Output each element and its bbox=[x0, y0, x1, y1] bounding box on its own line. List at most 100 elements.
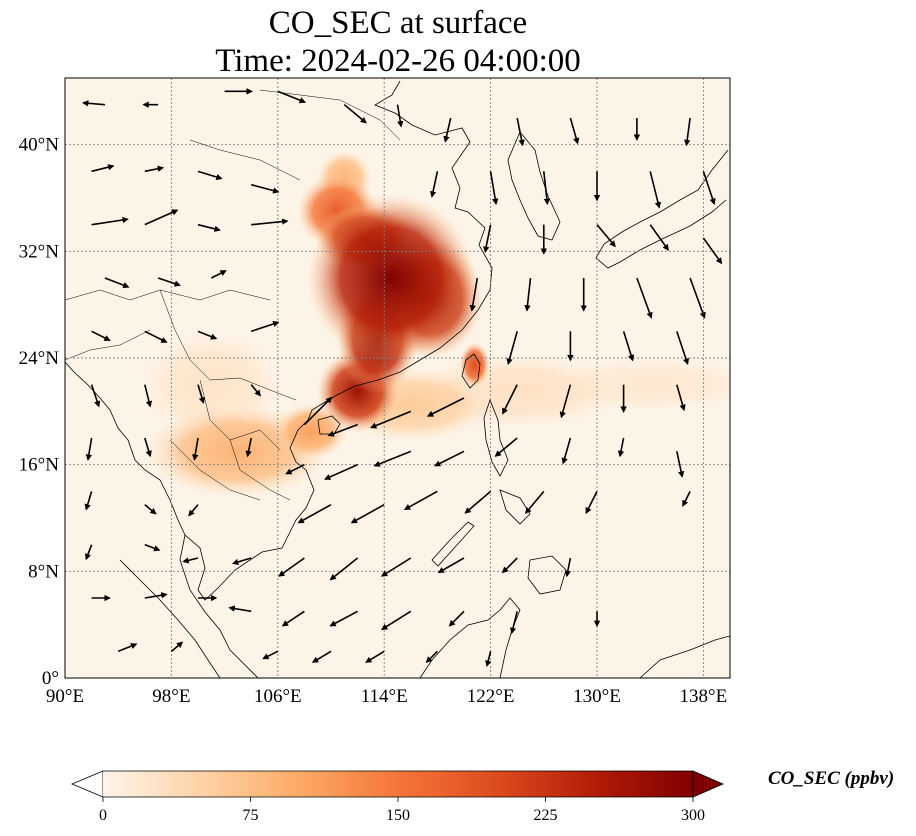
wind-arrow bbox=[429, 171, 439, 198]
wind-arrow bbox=[425, 650, 438, 664]
wind-arrow bbox=[144, 592, 168, 599]
wind-arrow bbox=[231, 557, 252, 565]
wind-arrow bbox=[90, 384, 101, 408]
colorbar-over-triangle bbox=[692, 770, 725, 798]
wind-arrow bbox=[403, 490, 438, 511]
wind-arrow bbox=[250, 183, 280, 194]
lon-tick-label: 130°E bbox=[573, 686, 621, 707]
lat-tick-label: 0° bbox=[42, 668, 59, 689]
wind-arrow bbox=[297, 503, 332, 524]
wind-arrow bbox=[689, 277, 706, 319]
wind-arrow bbox=[617, 437, 625, 458]
wind-vectors bbox=[82, 88, 723, 667]
lon-tick-label: 106°E bbox=[254, 686, 302, 707]
wind-arrow bbox=[676, 451, 685, 478]
graticule bbox=[64, 78, 730, 679]
wind-arrow bbox=[506, 331, 518, 365]
coastline-borneo bbox=[419, 597, 521, 678]
wind-arrow bbox=[157, 277, 181, 287]
wind-arrow bbox=[327, 423, 358, 437]
wind-arrow bbox=[569, 117, 580, 145]
coastline-japan bbox=[595, 149, 729, 269]
wind-arrow bbox=[543, 171, 551, 206]
plume-blob bbox=[459, 342, 490, 388]
wind-arrow bbox=[561, 437, 572, 465]
colorbar-gradient bbox=[103, 771, 693, 797]
wind-arrow bbox=[144, 437, 152, 458]
wind-arrow bbox=[170, 641, 184, 652]
coastline-mindanao bbox=[527, 555, 567, 595]
lon-tick-label: 114°E bbox=[361, 686, 408, 707]
colorbar-tick-label: 0 bbox=[99, 807, 107, 824]
lon-tick-label: 98°E bbox=[152, 686, 190, 707]
wind-arrow bbox=[182, 557, 199, 564]
colorbar-tick-labels: 0 75 150 225 300 bbox=[99, 797, 705, 824]
wind-arrow bbox=[380, 557, 412, 577]
wind-arrow bbox=[278, 557, 305, 577]
wind-arrow bbox=[485, 651, 492, 667]
wind-arrow bbox=[85, 544, 93, 561]
coastline-visayas bbox=[499, 489, 531, 525]
wind-arrow bbox=[210, 270, 227, 279]
wind-arrow bbox=[585, 490, 598, 515]
wind-arrow bbox=[192, 437, 199, 461]
wind-arrow bbox=[373, 450, 412, 467]
wind-arrow bbox=[311, 650, 332, 663]
wind-arrow bbox=[596, 224, 616, 248]
wind-arrow bbox=[245, 437, 252, 458]
lat-tick-label: 8°N bbox=[28, 561, 59, 582]
wind-arrow bbox=[448, 610, 465, 627]
wind-arrow bbox=[262, 650, 279, 660]
wind-arrow bbox=[144, 330, 168, 343]
wind-arrow bbox=[437, 557, 465, 574]
wind-arrow bbox=[524, 490, 545, 514]
wind-arrow bbox=[228, 605, 252, 613]
lat-tick-label: 40°N bbox=[19, 135, 60, 156]
coastline-mainland bbox=[65, 80, 493, 601]
wind-arrow bbox=[483, 224, 492, 253]
wind-arrow bbox=[426, 397, 465, 417]
coastline-palawan bbox=[431, 521, 475, 567]
coastline-korea bbox=[507, 131, 561, 241]
map-subtitle-time: Time: 2024-02-26 04:00:00 bbox=[215, 43, 581, 79]
wind-arrow bbox=[250, 384, 262, 397]
wind-arrow bbox=[329, 557, 359, 581]
plume-blob bbox=[307, 194, 475, 362]
wind-arrow bbox=[636, 277, 653, 319]
wind-arrow bbox=[84, 491, 93, 511]
lat-tick-label: 16°N bbox=[19, 455, 60, 476]
colorbar-under-triangle bbox=[70, 770, 104, 798]
wind-arrow bbox=[82, 100, 105, 107]
colorbar-label: CO_SEC (ppbv) bbox=[768, 768, 895, 789]
wind-arrow bbox=[197, 170, 223, 181]
coastlines bbox=[65, 80, 730, 678]
wind-arrow bbox=[251, 218, 289, 226]
wind-arrow bbox=[144, 165, 165, 173]
wind-arrow bbox=[303, 396, 333, 426]
wind-arrow bbox=[516, 117, 525, 147]
wind-arrow bbox=[197, 223, 221, 232]
wind-arrow bbox=[91, 164, 115, 173]
coastline-taiwan bbox=[461, 353, 481, 389]
wind-arrow bbox=[509, 611, 518, 635]
wind-arrow bbox=[502, 384, 518, 415]
wind-arrow bbox=[524, 277, 532, 312]
wind-arrow bbox=[649, 171, 662, 209]
wind-arrow bbox=[350, 503, 385, 524]
lon-tick-label: 122°E bbox=[467, 686, 515, 707]
wind-arrow bbox=[676, 384, 686, 412]
wind-arrow bbox=[469, 277, 479, 312]
wind-arrow bbox=[144, 209, 179, 226]
wind-arrow bbox=[684, 117, 691, 147]
wind-arrow bbox=[324, 463, 358, 480]
wind-arrow bbox=[104, 277, 130, 289]
coastline-sumatra bbox=[119, 559, 221, 678]
wind-arrow bbox=[365, 650, 385, 663]
wind-arrow bbox=[649, 224, 669, 251]
colorbar-tick-label: 225 bbox=[534, 807, 558, 824]
wind-arrow bbox=[343, 104, 367, 124]
wind-arrow bbox=[434, 450, 465, 467]
wind-arrow bbox=[144, 504, 157, 515]
wind-arrow bbox=[396, 104, 404, 128]
